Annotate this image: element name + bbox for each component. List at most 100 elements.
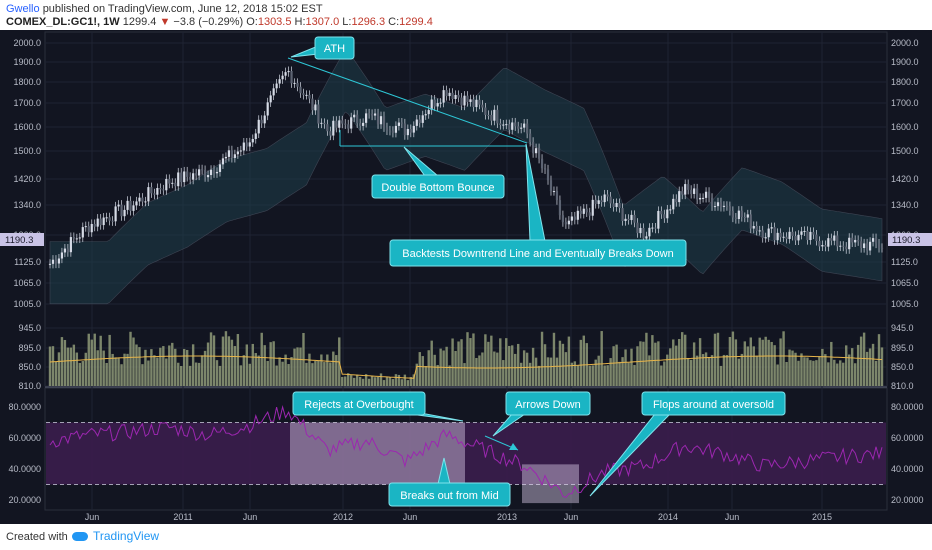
candle-body bbox=[815, 234, 818, 241]
volume-bar bbox=[761, 339, 764, 386]
candle-body bbox=[323, 122, 326, 125]
candle-body bbox=[481, 104, 484, 108]
volume-bar bbox=[582, 335, 585, 386]
volume-bar bbox=[570, 362, 574, 386]
volume-bar bbox=[448, 365, 451, 386]
volume-bar bbox=[203, 350, 207, 386]
volume-bar bbox=[874, 360, 878, 386]
chart-area[interactable]: 2000.0 1900.0 1800.0 1700.0 1600.0 1500.0 1420… bbox=[0, 30, 932, 524]
callout-ath[interactable]: ATH bbox=[290, 36, 355, 60]
volume-bar bbox=[672, 339, 675, 386]
candle-body bbox=[749, 214, 752, 229]
candle-body bbox=[171, 182, 174, 184]
volume-bar bbox=[117, 357, 120, 386]
volume-bar bbox=[81, 361, 85, 386]
price-tick-left: 810.0 bbox=[18, 381, 41, 391]
candle-body bbox=[782, 236, 785, 238]
candle-body bbox=[129, 200, 132, 211]
candle-body bbox=[141, 197, 144, 202]
candle-body bbox=[675, 198, 678, 203]
volume-bar bbox=[821, 348, 824, 386]
high-value: 1307.0 bbox=[305, 16, 340, 28]
rsi-tick-right: 60.0000 bbox=[891, 433, 924, 443]
candle-body bbox=[236, 151, 239, 155]
callout-breaks-out[interactable]: Breaks out from Mid bbox=[388, 457, 511, 507]
candle-body bbox=[731, 210, 734, 218]
candle-body bbox=[806, 230, 809, 240]
volume-bar bbox=[633, 364, 636, 386]
candle-body bbox=[576, 210, 579, 220]
candle-body bbox=[403, 123, 406, 136]
candle-body bbox=[138, 197, 141, 202]
callout-flops[interactable]: Flops around at oversold bbox=[589, 391, 786, 497]
volume-bar bbox=[78, 362, 82, 386]
price-axis-left[interactable]: 2000.0 1900.0 1800.0 1700.0 1600.0 1500.0 1420… bbox=[13, 38, 41, 391]
volume-bar bbox=[639, 341, 642, 386]
volume-bar bbox=[743, 341, 747, 386]
candle-body bbox=[874, 238, 878, 244]
volume-bar bbox=[182, 348, 186, 386]
volume-bar bbox=[344, 376, 347, 386]
candle-body bbox=[627, 218, 630, 221]
symbol-name[interactable]: COMEX_DL:GC1!, 1W bbox=[6, 16, 120, 28]
tradingview-logo[interactable]: TradingView bbox=[72, 529, 159, 543]
volume-bar bbox=[391, 379, 395, 386]
candle-body bbox=[737, 210, 740, 220]
volume-bar bbox=[567, 336, 571, 386]
candle-body bbox=[198, 169, 201, 176]
volume-bar bbox=[239, 365, 243, 386]
callout-rejects[interactable]: Rejects at Overbought bbox=[292, 391, 464, 422]
candle-body bbox=[394, 125, 398, 133]
candle-body bbox=[812, 231, 815, 235]
callout-rejects-text: Rejects at Overbought bbox=[304, 399, 413, 411]
time-axis[interactable]: Jun 2011 Jun 2012 Jun 2013 Jun 2014 Jun 2015 bbox=[85, 512, 832, 522]
chart-svg[interactable]: 2000.0 1900.0 1800.0 1700.0 1600.0 1500.0 1420… bbox=[0, 30, 932, 524]
callout-arrows-down[interactable]: Arrows Down bbox=[492, 391, 591, 437]
candle-body bbox=[809, 231, 812, 240]
candle-body bbox=[114, 206, 117, 222]
last-price-tag-left-text: 1190.3 bbox=[5, 235, 33, 246]
candle-body bbox=[350, 117, 353, 129]
volume-bar bbox=[552, 332, 556, 386]
volume-bar bbox=[704, 352, 708, 386]
volume-bar bbox=[254, 353, 257, 386]
candle-body bbox=[836, 235, 839, 247]
candle-body bbox=[663, 214, 666, 219]
callout-backtests[interactable]: Backtests Downtrend Line and Eventually … bbox=[389, 143, 687, 267]
volume-bar bbox=[487, 341, 490, 386]
candle-body bbox=[84, 226, 87, 228]
volume-bar bbox=[859, 336, 863, 386]
candle-body bbox=[698, 197, 702, 200]
volume-bar bbox=[323, 362, 326, 386]
price-axis-right[interactable]: 2000.0 1900.0 1800.0 1700.0 1600.0 1500.0 1420… bbox=[891, 38, 919, 391]
volume-bar bbox=[618, 361, 621, 386]
author-link[interactable]: Gwello bbox=[6, 3, 40, 15]
volume-bar bbox=[839, 360, 842, 386]
volume-bar bbox=[433, 354, 436, 386]
rsi-axis[interactable]: 80.0000 80.0000 60.0000 60.0000 40.0000 40.00… bbox=[8, 402, 923, 505]
price-tick-right: 1420.0 bbox=[891, 174, 919, 184]
volume-bar bbox=[209, 332, 213, 386]
volume-bar bbox=[770, 341, 773, 386]
candle-body bbox=[144, 201, 147, 203]
volume-bar bbox=[174, 348, 177, 386]
volume-bar bbox=[251, 343, 254, 386]
volume-bar bbox=[165, 358, 168, 386]
volume-bar bbox=[755, 355, 758, 386]
price-tick-left: 1065.0 bbox=[13, 278, 41, 288]
volume-bar bbox=[114, 357, 117, 386]
price-tick-left: 1900.0 bbox=[13, 57, 41, 67]
volume-bar bbox=[430, 340, 433, 386]
volume-bar bbox=[469, 338, 472, 386]
candle-body bbox=[546, 169, 550, 181]
volume-bar bbox=[540, 331, 544, 386]
volume-bar bbox=[642, 341, 645, 386]
price-tick-right: 2000.0 bbox=[891, 38, 919, 48]
volume-bar bbox=[490, 335, 493, 386]
volume-bar bbox=[815, 360, 818, 386]
candle-body bbox=[848, 237, 851, 250]
candle-body bbox=[845, 246, 848, 250]
volume-bar bbox=[734, 339, 738, 386]
callout-double-bottom[interactable]: Double Bottom Bounce bbox=[371, 146, 505, 199]
candle-body bbox=[227, 150, 231, 157]
